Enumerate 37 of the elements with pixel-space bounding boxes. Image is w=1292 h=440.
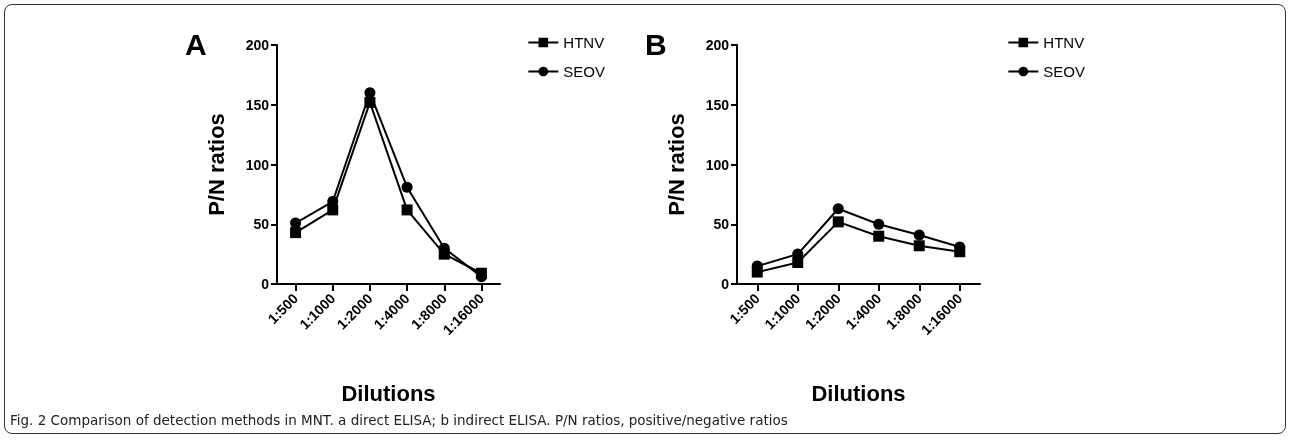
y-tick-label: 150 (245, 96, 270, 113)
x-axis-title: Dilutions (341, 380, 436, 406)
legend-label: HTNV (1043, 34, 1085, 51)
y-tick-label: 200 (705, 37, 730, 53)
caption: Fig. 2 Comparison of detection methods in MNT. a direct ELISA; b indirect ELISA. P/N ratios, positive/negative ratios (10, 412, 788, 428)
y-axis-title: P/N ratios (203, 113, 229, 216)
point (475, 267, 487, 279)
y-tick-label: 50 (713, 216, 730, 233)
chart-title: B (645, 27, 667, 61)
legend-label: SEOV (1043, 63, 1086, 80)
point (438, 248, 450, 260)
y-tick-label: 100 (705, 156, 730, 173)
point (290, 227, 302, 239)
x-axis-title: Dilutions (811, 380, 906, 406)
y-tick-label: 50 (253, 216, 270, 233)
point (364, 96, 376, 108)
point (832, 203, 844, 215)
point (401, 204, 413, 216)
point (873, 218, 885, 230)
legend-label: SEOV (563, 63, 606, 80)
point (913, 240, 925, 252)
y-tick-label: 150 (705, 96, 730, 113)
point (792, 256, 804, 268)
point (832, 216, 844, 228)
legend-label: HTNV (563, 34, 605, 51)
y-tick-label: 200 (245, 37, 270, 53)
point (954, 246, 966, 258)
point (873, 230, 885, 242)
point (401, 181, 413, 193)
point (751, 266, 763, 278)
y-tick-label: 0 (261, 276, 270, 292)
point (913, 229, 925, 241)
point (327, 204, 339, 216)
chart-title: A (185, 27, 207, 61)
y-tick-label: 0 (721, 276, 730, 292)
y-axis-title: P/N ratios (663, 113, 689, 216)
y-tick-label: 100 (245, 156, 270, 173)
